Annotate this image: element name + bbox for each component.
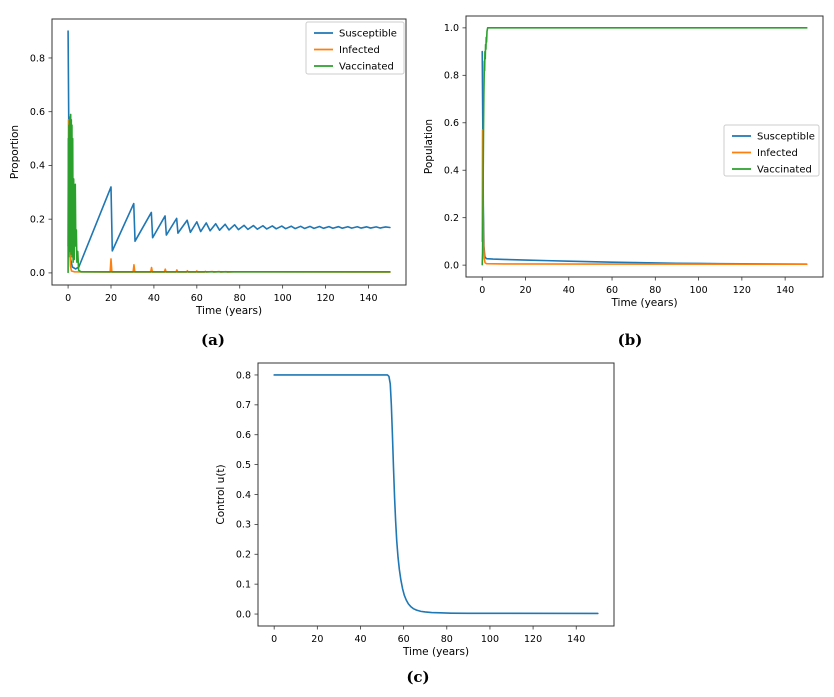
y-tick-label: 0.4 (30, 161, 45, 172)
legend-box (723, 124, 820, 177)
y-tick-label: 1.0 (444, 23, 459, 34)
x-tick-label: 80 (234, 293, 246, 304)
legend-label-vaccinated: Vaccinated (339, 62, 394, 73)
y-tick-label: 0.8 (236, 370, 251, 381)
legend-label-infected: Infected (757, 148, 798, 159)
y-tick-label: 0.0 (236, 609, 251, 620)
x-tick-label: 60 (606, 285, 618, 296)
x-axis-label: Time (years) (610, 297, 677, 309)
series-line-susceptible (67, 30, 391, 270)
chart-b: 0 20 40 60 80 100 120 140 0.0 0.2 0.4 0.6 0.8 1.0 Time… (423, 15, 824, 309)
x-tick-label: 0 (271, 634, 277, 645)
x-tick-label: 60 (191, 293, 203, 304)
series-line-vaccinated (481, 27, 808, 266)
y-tick-label: 0.1 (236, 579, 251, 590)
y-tick-label: 0.8 (444, 71, 459, 82)
chart-c-caption: (c) (406, 668, 430, 686)
y-tick-label: 0.2 (30, 214, 45, 225)
x-tick-label: 100 (690, 285, 708, 296)
x-axis-label: Time (years) (402, 646, 469, 658)
series-line-infected (67, 118, 391, 273)
x-tick-label: 140 (776, 285, 794, 296)
legend-box (305, 21, 405, 75)
x-axis-label: Time (years) (195, 305, 262, 317)
chart-a: 0 20 40 60 80 100 120 140 0.0 0.2 0.4 0.6 0.8 Time (y… (9, 18, 407, 317)
y-tick-label: 0.8 (30, 53, 45, 64)
x-tick-label: 0 (65, 293, 71, 304)
x-tick-label: 80 (649, 285, 661, 296)
y-tick-label: 0.6 (444, 118, 459, 129)
y-axis-label: Proportion (9, 125, 21, 179)
x-tick-label: 140 (359, 293, 377, 304)
legend-label-susceptible: Susceptible (339, 29, 397, 40)
x-tick-label: 100 (274, 293, 292, 304)
x-tick-label: 60 (398, 634, 410, 645)
x-tick-label: 120 (316, 293, 334, 304)
y-tick-label: 0.4 (236, 490, 251, 501)
plot-border (257, 362, 615, 627)
plot-border (51, 18, 407, 286)
y-tick-label: 0.4 (444, 166, 459, 177)
y-tick-label: 0.2 (236, 550, 251, 561)
chart-c: 0 20 40 60 80 100 120 140 0.0 0.1 0.2 0.3 0.4 0.5 0.6 0… (215, 362, 615, 658)
x-tick-label: 120 (733, 285, 751, 296)
y-tick-label: 0.0 (30, 268, 45, 279)
x-tick-label: 100 (481, 634, 499, 645)
y-tick-label: 0.6 (236, 430, 251, 441)
x-tick-label: 0 (479, 285, 485, 296)
y-tick-label: 0.3 (236, 520, 251, 531)
x-tick-label: 40 (148, 293, 160, 304)
y-axis-label: Control u(t) (215, 464, 227, 524)
legend-label-infected: Infected (339, 45, 380, 56)
x-tick-label: 20 (105, 293, 117, 304)
x-tick-label: 40 (354, 634, 366, 645)
y-tick-label: 0.6 (30, 107, 45, 118)
x-tick-label: 140 (567, 634, 585, 645)
x-tick-label: 20 (311, 634, 323, 645)
legend-label-vaccinated: Vaccinated (757, 165, 812, 176)
x-tick-label: 120 (524, 634, 542, 645)
x-tick-label: 20 (519, 285, 531, 296)
y-tick-label: 0.7 (236, 400, 251, 411)
plot-border (465, 15, 824, 278)
legend-label-susceptible: Susceptible (757, 132, 815, 143)
y-tick-label: 0.5 (236, 460, 251, 471)
y-tick-label: 0.0 (444, 260, 459, 271)
chart-a-caption: (a) (201, 331, 225, 349)
y-tick-label: 0.2 (444, 213, 459, 224)
x-tick-label: 80 (441, 634, 453, 645)
chart-b-caption: (b) (617, 331, 643, 349)
y-axis-label: Population (423, 119, 435, 174)
series-line-vaccinated (67, 113, 391, 274)
series-line-u-t- (273, 374, 599, 615)
x-tick-label: 40 (563, 285, 575, 296)
